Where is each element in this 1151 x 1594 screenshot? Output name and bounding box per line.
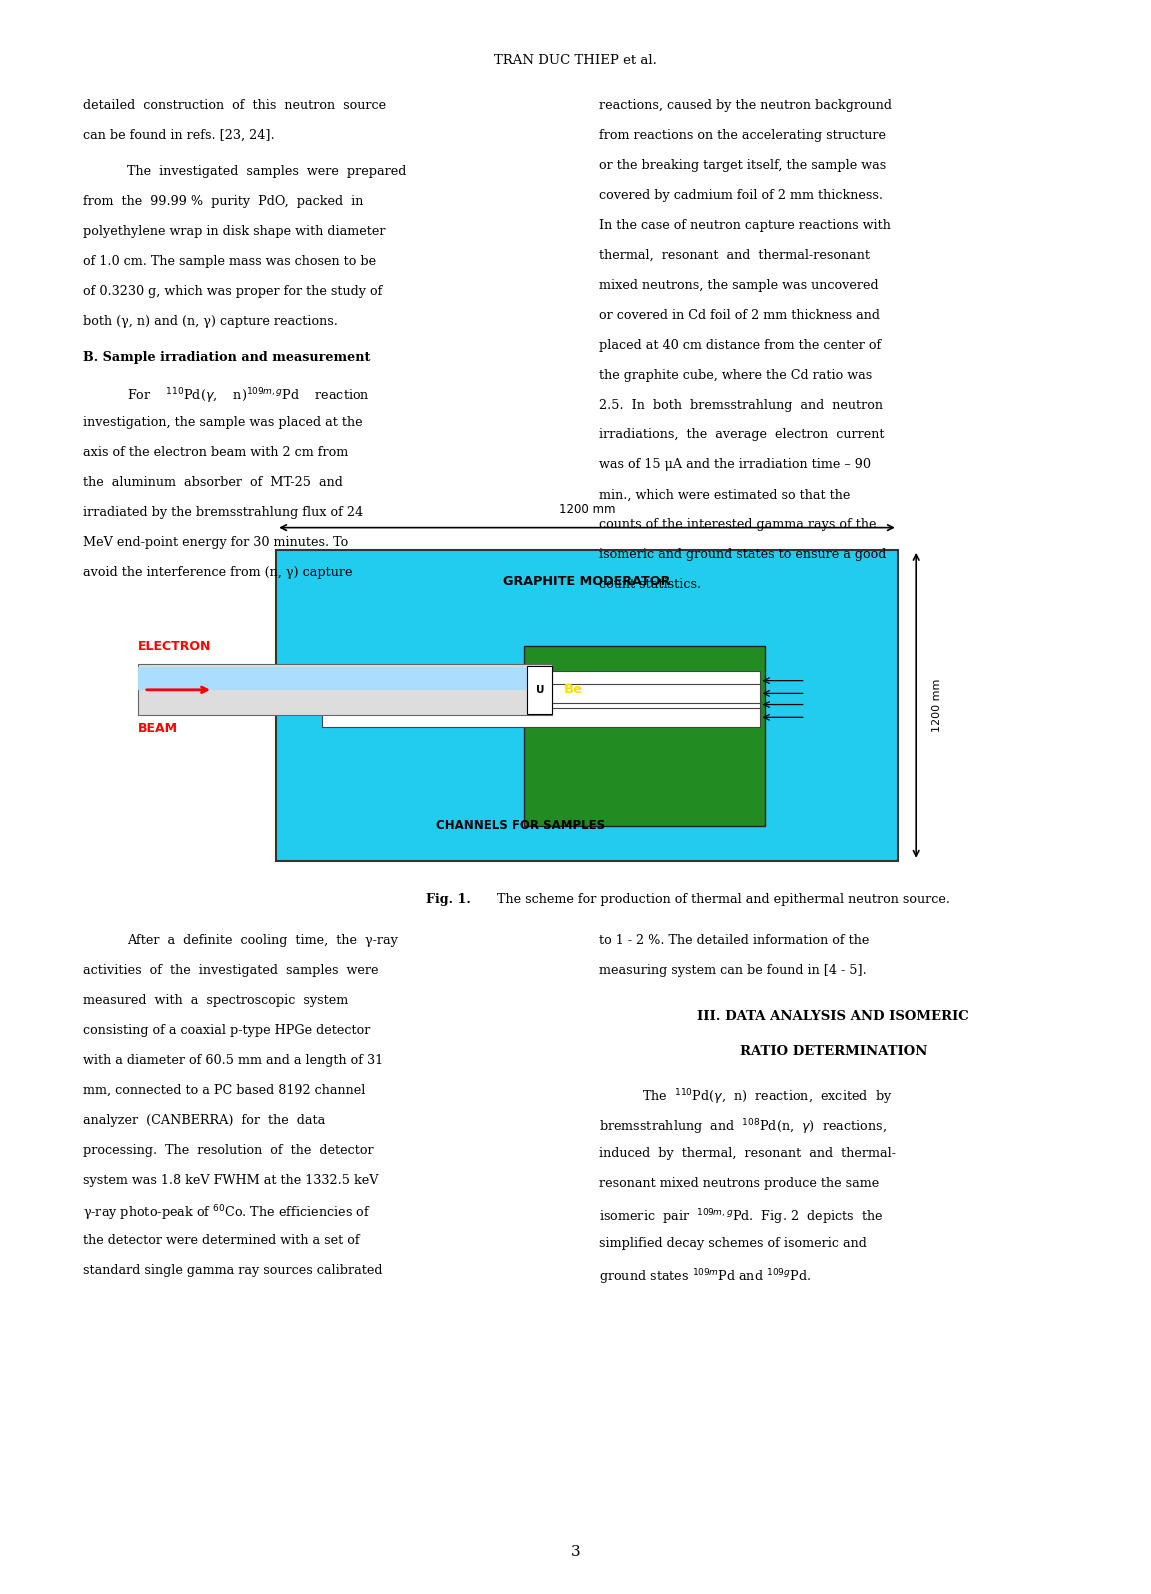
Text: was of 15 μA and the irradiation time – 90: was of 15 μA and the irradiation time – …	[599, 459, 870, 472]
Text: consisting of a coaxial p-type HPGe detector: consisting of a coaxial p-type HPGe dete…	[83, 1023, 371, 1038]
Text: mm, connected to a PC based 8192 channel: mm, connected to a PC based 8192 channel	[83, 1084, 365, 1097]
Text: axis of the electron beam with 2 cm from: axis of the electron beam with 2 cm from	[83, 446, 348, 459]
Text: simplified decay schemes of isomeric and: simplified decay schemes of isomeric and	[599, 1237, 867, 1250]
Text: from reactions on the accelerating structure: from reactions on the accelerating struc…	[599, 129, 885, 142]
Text: polyethylene wrap in disk shape with diameter: polyethylene wrap in disk shape with dia…	[83, 225, 386, 238]
Text: CHANNELS FOR SAMPLES: CHANNELS FOR SAMPLES	[436, 819, 605, 832]
Text: U: U	[535, 685, 544, 695]
Text: induced  by  thermal,  resonant  and  thermal-: induced by thermal, resonant and thermal…	[599, 1148, 895, 1160]
Text: covered by cadmium foil of 2 mm thickness.: covered by cadmium foil of 2 mm thicknes…	[599, 188, 883, 202]
Text: thermal,  resonant  and  thermal-resonant: thermal, resonant and thermal-resonant	[599, 249, 869, 261]
Text: irradiations,  the  average  electron  current: irradiations, the average electron curre…	[599, 429, 884, 442]
Bar	[524, 646, 765, 826]
Text: placed at 40 cm distance from the center of: placed at 40 cm distance from the center…	[599, 338, 881, 352]
Text: measured  with  a  spectroscopic  system: measured with a spectroscopic system	[83, 995, 348, 1007]
Text: In the case of neutron capture reactions with: In the case of neutron capture reactions…	[599, 218, 891, 231]
Text: 1200 mm: 1200 mm	[558, 504, 616, 516]
Text: avoid the interference from (n, γ) capture: avoid the interference from (n, γ) captu…	[83, 566, 352, 579]
Text: activities  of  the  investigated  samples  were: activities of the investigated samples w…	[83, 964, 379, 977]
Text: the  aluminum  absorber  of  MT-25  and: the aluminum absorber of MT-25 and	[83, 477, 343, 489]
Text: can be found in refs. [23, 24].: can be found in refs. [23, 24].	[83, 129, 274, 142]
Text: to 1 - 2 %. The detailed information of the: to 1 - 2 %. The detailed information of …	[599, 934, 869, 947]
Text: count statistics.: count statistics.	[599, 579, 701, 591]
Text: RATIO DETERMINATION: RATIO DETERMINATION	[740, 1044, 927, 1058]
Text: resonant mixed neutrons produce the same: resonant mixed neutrons produce the same	[599, 1178, 878, 1191]
Text: standard single gamma ray sources calibrated: standard single gamma ray sources calibr…	[83, 1264, 382, 1277]
Bar	[527, 666, 552, 714]
Text: detailed  construction  of  this  neutron  source: detailed construction of this neutron so…	[83, 99, 386, 112]
Text: GRAPHITE MODERATOR: GRAPHITE MODERATOR	[503, 575, 671, 588]
Text: with a diameter of 60.5 mm and a length of 31: with a diameter of 60.5 mm and a length …	[83, 1054, 383, 1066]
Text: isomeric  pair  $^{109m,g}$Pd.  Fig. 2  depicts  the: isomeric pair $^{109m,g}$Pd. Fig. 2 depi…	[599, 1207, 883, 1227]
Bar	[322, 671, 760, 690]
Text: After  a  definite  cooling  time,  the  γ-ray: After a definite cooling time, the γ-ray	[127, 934, 397, 947]
Text: 3: 3	[571, 1545, 580, 1559]
Text: The  $^{110}$Pd($\gamma$,  n)  reaction,  excited  by: The $^{110}$Pd($\gamma$, n) reaction, ex…	[642, 1087, 893, 1106]
Text: analyzer  (CANBERRA)  for  the  data: analyzer (CANBERRA) for the data	[83, 1114, 325, 1127]
Bar	[276, 550, 898, 861]
Text: BEAM: BEAM	[138, 722, 178, 735]
Text: reactions, caused by the neutron background: reactions, caused by the neutron backgro…	[599, 99, 892, 112]
Text: of 0.3230 g, which was proper for the study of: of 0.3230 g, which was proper for the st…	[83, 285, 382, 298]
Text: the detector were determined with a set of: the detector were determined with a set …	[83, 1234, 359, 1247]
Text: γ-ray photo-peak of $^{60}$Co. The efficiencies of: γ-ray photo-peak of $^{60}$Co. The effic…	[83, 1203, 371, 1223]
Text: 2.5.  In  both  bremsstrahlung  and  neutron: 2.5. In both bremsstrahlung and neutron	[599, 398, 883, 411]
Text: or covered in Cd foil of 2 mm thickness and: or covered in Cd foil of 2 mm thickness …	[599, 309, 879, 322]
Text: measuring system can be found in [4 - 5].: measuring system can be found in [4 - 5]…	[599, 964, 867, 977]
Text: 1200 mm: 1200 mm	[932, 679, 942, 732]
Text: irradiated by the bremsstrahlung flux of 24: irradiated by the bremsstrahlung flux of…	[83, 505, 363, 520]
Text: of 1.0 cm. The sample mass was chosen to be: of 1.0 cm. The sample mass was chosen to…	[83, 255, 376, 268]
Text: The  investigated  samples  were  prepared: The investigated samples were prepared	[127, 166, 406, 179]
Text: the graphite cube, where the Cd ratio was: the graphite cube, where the Cd ratio wa…	[599, 368, 871, 381]
Text: both (γ, n) and (n, γ) capture reactions.: both (γ, n) and (n, γ) capture reactions…	[83, 316, 337, 328]
Bar	[322, 708, 760, 727]
Text: III. DATA ANALYSIS AND ISOMERIC: III. DATA ANALYSIS AND ISOMERIC	[698, 1011, 969, 1023]
Bar	[322, 695, 760, 714]
Text: processing.  The  resolution  of  the  detector: processing. The resolution of the detect…	[83, 1144, 373, 1157]
Bar	[138, 665, 552, 716]
Text: TRAN DUC THIEP et al.: TRAN DUC THIEP et al.	[494, 54, 657, 67]
Text: B. Sample irradiation and measurement: B. Sample irradiation and measurement	[83, 351, 371, 365]
Bar	[322, 684, 760, 703]
Text: ELECTRON: ELECTRON	[138, 641, 212, 654]
Text: min., which were estimated so that the: min., which were estimated so that the	[599, 488, 849, 502]
Text: counts of the interested gamma rays of the: counts of the interested gamma rays of t…	[599, 518, 876, 531]
Text: mixed neutrons, the sample was uncovered: mixed neutrons, the sample was uncovered	[599, 279, 878, 292]
Text: Fig. 1.: Fig. 1.	[426, 893, 471, 905]
Text: from  the  99.99 %  purity  PdO,  packed  in: from the 99.99 % purity PdO, packed in	[83, 194, 364, 209]
Bar	[138, 668, 552, 690]
Text: For    $^{110}$Pd($\gamma$,    n)$^{109m,g}$Pd    reaction: For $^{110}$Pd($\gamma$, n)$^{109m,g}$Pd…	[127, 386, 369, 405]
Text: MeV end-point energy for 30 minutes. To: MeV end-point energy for 30 minutes. To	[83, 536, 348, 548]
Text: The scheme for production of thermal and epithermal neutron source.: The scheme for production of thermal and…	[493, 893, 950, 905]
Text: or the breaking target itself, the sample was: or the breaking target itself, the sampl…	[599, 159, 886, 172]
Text: ground states $^{109m}$Pd and $^{109g}$Pd.: ground states $^{109m}$Pd and $^{109g}$P…	[599, 1267, 810, 1286]
Text: Be: Be	[564, 684, 582, 697]
Text: bremsstrahlung  and  $^{108}$Pd(n,  $\gamma$)  reactions,: bremsstrahlung and $^{108}$Pd(n, $\gamma…	[599, 1117, 886, 1137]
Text: system was 1.8 keV FWHM at the 1332.5 keV: system was 1.8 keV FWHM at the 1332.5 ke…	[83, 1173, 379, 1188]
Text: isomeric and ground states to ensure a good: isomeric and ground states to ensure a g…	[599, 548, 886, 561]
Text: investigation, the sample was placed at the: investigation, the sample was placed at …	[83, 416, 363, 429]
